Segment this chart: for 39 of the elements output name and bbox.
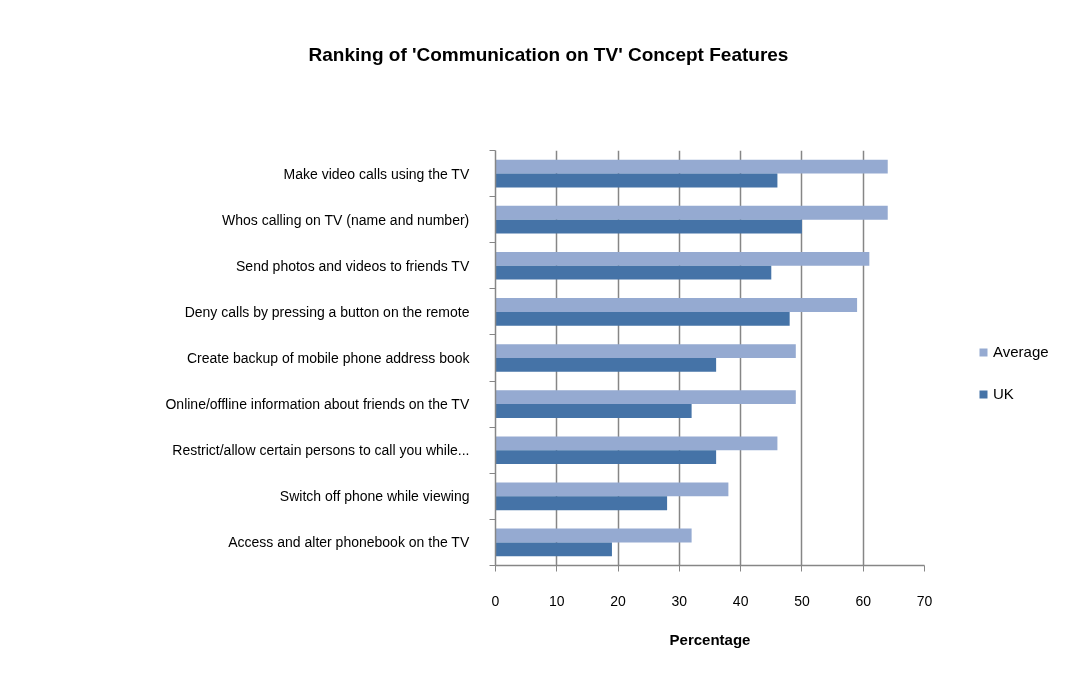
x-tick-label: 70 [916,592,933,609]
bar [495,219,802,234]
bar [495,496,668,511]
bar [495,436,778,451]
x-tick-label: 10 [549,592,565,609]
x-tick-label: 20 [610,592,627,609]
x-tick-label: 60 [855,592,872,609]
y-tick-label: Create backup of mobile phone address book [186,350,471,366]
bar [495,298,858,312]
bar [495,311,790,326]
y-tick-label: Send photos and videos to friends TV [236,257,470,274]
bar [495,404,692,418]
bar [495,173,778,188]
bar [495,482,729,497]
legend-label: UK [993,384,1014,403]
bar [495,358,717,372]
bar [495,450,717,465]
legend-label: Average [993,342,1049,361]
bar [495,390,796,405]
x-tick-label: 40 [732,592,749,609]
x-tick-label: 0 [491,592,500,609]
bar [495,542,612,557]
bar [495,528,692,543]
chart-title: Ranking of 'Communication on TV' Concept Features [308,43,789,67]
x-tick-label: 50 [794,592,810,609]
y-tick-label: Access and alter phonebook on the TV [228,534,470,551]
x-tick-label: 30 [671,592,688,609]
bar [495,159,888,174]
y-tick-label: Deny calls by pressing a button on the remote [184,303,470,320]
bar [495,205,888,220]
y-tick-label: Restrict/allow certain persons to call you while... [172,442,470,459]
bar [495,265,772,280]
y-tick-label: Switch off phone while viewing [279,488,470,505]
y-tick-label: Make video calls using the TV [283,165,470,182]
bar [495,344,796,358]
y-tick-label: Online/offline information about friends on the TV [165,396,470,413]
bar [495,251,870,266]
y-tick-label: Whos calling on TV (name and number) [222,211,470,228]
x-axis-title: Percentage [669,630,751,648]
